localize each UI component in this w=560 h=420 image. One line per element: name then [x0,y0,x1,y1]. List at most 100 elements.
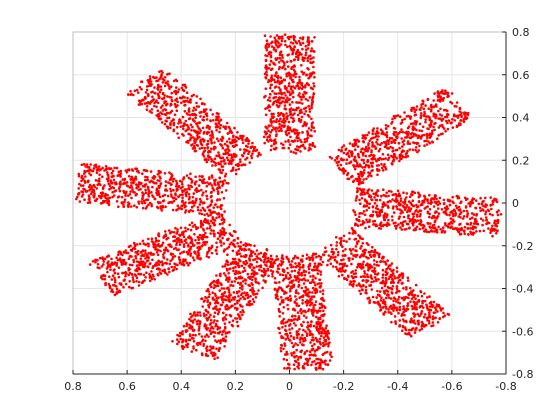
data-point [401,276,404,280]
data-point [319,363,322,367]
data-point [209,219,213,223]
data-point [150,179,153,183]
data-point [322,352,325,356]
data-point [216,205,219,209]
data-point [178,233,182,237]
data-point [423,313,427,316]
data-point [437,200,440,203]
data-point [307,83,311,87]
data-point [219,241,223,244]
data-point [228,137,231,141]
data-point [390,320,393,324]
data-point [87,185,91,189]
data-point [100,265,104,268]
data-point [188,188,191,191]
data-point [263,273,267,277]
data-point [389,264,392,267]
data-point [221,156,225,160]
data-point [141,262,144,266]
data-point [216,181,220,184]
data-point [372,300,376,304]
data-point [277,105,280,109]
data-point [190,315,193,319]
data-point [130,186,134,189]
data-point [123,278,126,282]
data-point [231,319,235,323]
data-point [463,229,466,232]
data-point [335,244,338,247]
data-point [213,157,217,160]
data-point [457,205,461,209]
data-point [165,237,168,241]
data-point [277,67,281,71]
data-point [206,146,210,149]
data-point [353,238,357,241]
data-point [305,253,309,257]
data-point [127,201,130,204]
data-point [157,232,160,235]
data-point [228,232,232,235]
data-point [256,154,260,158]
data-point [386,259,390,262]
data-point [395,287,399,291]
data-point [322,309,325,313]
data-point [439,228,442,231]
data-point [265,46,268,50]
data-point [310,126,314,129]
data-point [279,347,283,350]
data-point [158,195,162,199]
data-point [298,92,301,95]
data-point [246,145,249,149]
data-point [194,175,197,179]
data-point [191,225,195,228]
data-point [312,308,315,312]
data-point [432,214,436,218]
data-point [85,169,89,173]
data-point [428,225,431,228]
data-point [458,233,462,236]
data-point [313,342,316,346]
data-point [279,51,282,54]
data-point [89,187,93,190]
data-point [481,219,485,222]
data-point [359,292,363,296]
data-point [380,296,383,300]
data-point [284,43,287,47]
data-point [365,218,368,222]
data-point [199,97,202,101]
data-point [218,130,221,134]
data-point [319,309,322,313]
data-point [174,78,178,82]
data-point [188,132,191,136]
data-point [189,101,192,104]
data-point [202,178,206,181]
data-point [234,230,237,234]
data-point [188,110,191,113]
data-point [414,297,417,301]
data-point [181,182,184,186]
data-point [216,356,219,360]
data-point [319,258,323,261]
data-point [278,80,282,84]
data-point [372,280,376,283]
data-point [406,222,410,226]
data-point [208,329,212,333]
data-point [428,208,432,211]
data-point [186,113,190,116]
data-point [402,296,406,299]
data-point [237,295,240,298]
data-point [357,283,361,286]
data-point [277,61,281,64]
data-point [305,358,309,362]
data-point [382,260,385,263]
data-point [144,276,147,279]
data-point [150,204,153,208]
data-point [161,77,164,80]
data-point [234,276,237,280]
data-point [209,319,213,322]
data-point [159,182,162,186]
data-point [172,199,176,203]
data-point [220,333,224,336]
data-point [487,227,490,230]
data-point [104,196,107,199]
